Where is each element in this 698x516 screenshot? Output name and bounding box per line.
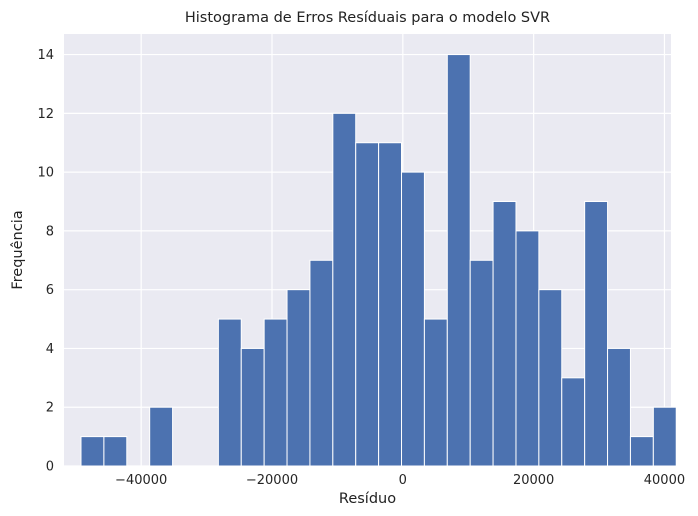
- x-tick-label: 20000: [513, 473, 554, 488]
- y-tick-label: 0: [46, 460, 54, 475]
- histogram-bar: [217, 318, 242, 467]
- y-axis-ticks: 0 2 4 6 8 10 12 14: [37, 48, 54, 474]
- histogram-bar: [103, 436, 128, 467]
- histogram-bar: [149, 406, 174, 467]
- histogram-bar: [607, 347, 631, 467]
- histogram-bar: [652, 406, 677, 467]
- y-tick-label: 2: [46, 401, 54, 416]
- histogram-bar: [446, 54, 471, 467]
- histogram-bar: [629, 436, 654, 467]
- histogram-bar: [584, 201, 609, 467]
- x-tick-label: −20000: [246, 473, 298, 488]
- y-tick-label: 4: [46, 342, 54, 357]
- histogram-bar: [378, 142, 403, 467]
- histogram-bar: [423, 318, 448, 467]
- histogram-bar: [538, 289, 563, 467]
- y-tick-label: 8: [46, 224, 54, 239]
- y-tick-label: 12: [37, 107, 54, 122]
- y-tick-label: 10: [37, 166, 54, 181]
- chart-title: Histograma de Erros Resíduais para o mod…: [185, 10, 550, 26]
- x-tick-label: 40000: [644, 473, 685, 488]
- histogram-bar: [286, 289, 311, 467]
- y-tick-label: 14: [37, 48, 54, 63]
- y-tick-label: 6: [46, 283, 54, 298]
- histogram-bar: [355, 142, 380, 467]
- histogram-bar: [240, 347, 265, 467]
- histogram-bar: [309, 259, 334, 467]
- histogram-bar: [469, 259, 494, 467]
- y-axis-label: Frequência: [10, 210, 26, 289]
- histogram-bar: [332, 112, 357, 467]
- histogram-bar: [80, 436, 105, 467]
- x-axis-ticks: −40000 −20000 0 20000 40000: [115, 473, 685, 488]
- histogram-bar: [515, 230, 540, 467]
- x-tick-label: 0: [399, 473, 407, 488]
- histogram-bars: [80, 54, 677, 467]
- histogram-bar: [492, 201, 517, 467]
- histogram-bar: [263, 318, 288, 467]
- x-axis-label: Resíduo: [339, 491, 396, 507]
- histogram-bar: [561, 377, 586, 467]
- x-tick-label: −40000: [115, 473, 167, 488]
- histogram-bar: [401, 171, 425, 467]
